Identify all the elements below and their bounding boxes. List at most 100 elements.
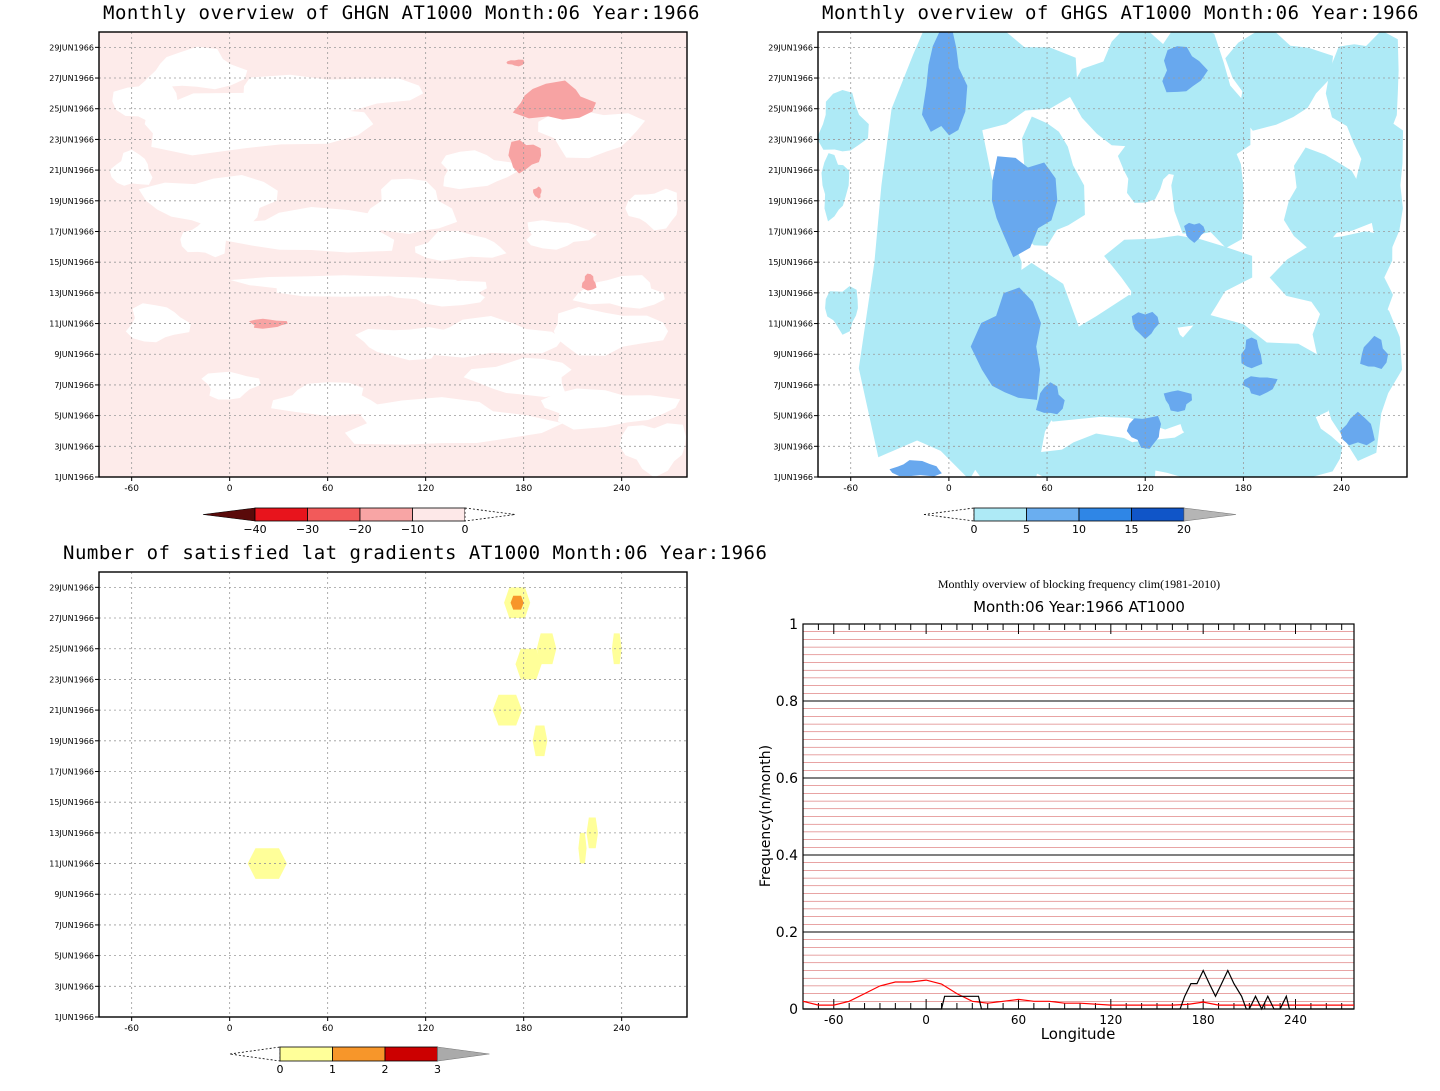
ghgn-y-tick-label: 3JUN1966 [54, 442, 94, 451]
ghgn-zero-region [344, 397, 563, 445]
ghgn-zero-region [538, 109, 646, 159]
ghgn-negative-region [249, 318, 288, 329]
lat-y-tick-label: 15JUN1966 [49, 798, 94, 807]
ghgs-colorbar-swatch [1078, 507, 1132, 522]
ghgs-mid-region [1360, 335, 1389, 369]
ghgs-mid-region [1162, 46, 1208, 93]
ghgn-zero-region [380, 280, 487, 307]
lat-gradient-cell [247, 848, 287, 879]
ghgn-colorbar-swatch [412, 507, 466, 522]
blocking-y-tick-label: 0.2 [776, 925, 798, 941]
lat-y-tick-label: 23JUN1966 [49, 675, 94, 684]
lat-y-tick-label: 29JUN1966 [49, 583, 94, 592]
ghgs-mid-region [922, 32, 968, 136]
ghgs-x-tick-label: 240 [1333, 484, 1350, 494]
ghgn-y-tick-label: 11JUN1966 [49, 320, 94, 329]
lat-colorbar-label: 3 [434, 1063, 441, 1076]
ghgn-y-tick-label: 1JUN1966 [54, 473, 94, 482]
ghgs-light-region [1354, 122, 1403, 257]
blocking-x-tick-label: -60 [824, 1013, 844, 1027]
lat-y-tick-label: 9JUN1966 [54, 890, 94, 899]
ghgs-y-tick-label: 7JUN1966 [773, 381, 813, 390]
ghgs-mid-region [1126, 415, 1161, 449]
chart-2-title: Monthly overview of GHGS AT1000 Month:06… [822, 2, 1419, 24]
ghgn-y-tick-label: 5JUN1966 [54, 412, 94, 421]
ghgn-zero-region [138, 175, 278, 230]
ghgs-light-region [1068, 32, 1173, 155]
ghgn-x-tick-label: 120 [417, 484, 434, 494]
ghgn-y-tick-label: 21JUN1966 [49, 166, 94, 175]
lat-colorbar-arrow-low [229, 1046, 281, 1062]
ghgs-colorbar-label: 15 [1125, 523, 1139, 536]
lat-x-tick-label: 0 [227, 1024, 233, 1034]
ghgs-frame [817, 31, 1408, 478]
ghgs-mid-region [1242, 376, 1278, 396]
ghgs-field [818, 32, 1407, 477]
ghgs-light-region [1225, 32, 1333, 131]
lat-y-tick-label: 1JUN1966 [54, 1013, 94, 1022]
blocking-subtitle: Month:06 Year:1966 AT1000 [973, 598, 1185, 616]
ghgn-zero-region [199, 207, 395, 253]
ghgs-light-region [1020, 433, 1156, 477]
ghgn-zero-region [271, 382, 383, 416]
ghgn-y-tick-label: 13JUN1966 [49, 289, 94, 298]
chart-1-title: Monthly overview of GHGN AT1000 Month:06… [103, 2, 700, 24]
blocking-x-axis-label: Longitude [1041, 1025, 1116, 1043]
ghgs-light-region [1171, 109, 1244, 249]
lat-gradient-cell [510, 595, 524, 610]
ghgn-negative-region [512, 80, 596, 120]
lat-gradient-cell [536, 633, 557, 665]
blocking-x-tick-label: 60 [1011, 1013, 1026, 1027]
ghgn-zero-region [572, 275, 665, 309]
ghgs-y-tick-label: 1JUN1966 [773, 473, 813, 482]
ghgn-zero-region [431, 316, 563, 358]
ghgn-zero-region [362, 178, 458, 234]
lat-y-tick-label: 7JUN1966 [54, 921, 94, 930]
lat-y-tick-label: 11JUN1966 [49, 860, 94, 869]
ghgn-zero-region [146, 46, 248, 90]
ghgn-y-tick-label: 7JUN1966 [54, 381, 94, 390]
blocking-title: Monthly overview of blocking frequency c… [938, 577, 1220, 591]
ghgs-mid-region [1340, 411, 1375, 446]
lat-gradient-cell [578, 832, 587, 864]
lat-x-tick-label: 60 [322, 1024, 334, 1034]
lat-frame [98, 571, 688, 1018]
lat-colorbar-arrow-high [437, 1046, 490, 1062]
ghgs-light-region [1283, 147, 1373, 249]
blocking-y-tick-label: 1 [789, 617, 798, 633]
ghgn-negative-region [508, 140, 542, 174]
lat-y-tick-label: 21JUN1966 [49, 706, 94, 715]
ghgs-mid-region [1184, 222, 1206, 243]
ghgn-zero-region [355, 327, 463, 361]
ghgn-zero-region [619, 423, 686, 477]
lat-gradient-cell [611, 633, 622, 665]
ghgs-y-tick-label: 11JUN1966 [768, 320, 813, 329]
lat-colorbar-label: 1 [329, 1063, 336, 1076]
ghgn-zero-region [125, 303, 191, 343]
ghgs-colorbar-arrow-high [1183, 507, 1237, 522]
ghgs-y-tick-label: 29JUN1966 [768, 43, 813, 52]
ghgs-light-region [825, 286, 858, 335]
lat-y-tick-label: 3JUN1966 [54, 982, 94, 991]
blocking-series-line [802, 979, 1354, 1006]
ghgn-heatmap-panel: -60 0 60 120 180 240 1JUN1966 3JUN1966 5JUN1966 7… [49, 31, 688, 536]
ghgs-colorbar-swatch [1026, 507, 1080, 522]
lat-y-tick-label: 5JUN1966 [54, 952, 94, 961]
ghgn-zero-region [243, 74, 424, 117]
ghgn-x-tick-label: 240 [613, 484, 630, 494]
ghgs-y-tick-label: 5JUN1966 [773, 412, 813, 421]
ghgn-zero-region [414, 230, 507, 261]
ghgn-field [99, 32, 687, 477]
blocking-series-line [803, 969, 1354, 1011]
ghgs-colorbar-label: 20 [1177, 523, 1191, 536]
ghgs-x-tick-label: 60 [1041, 484, 1053, 494]
chart-3-title: Number of satisfied lat gradients AT1000… [63, 542, 768, 564]
ghgn-zero-region [540, 388, 681, 430]
ghgn-zero-region [553, 307, 669, 356]
ghgn-y-tick-label: 9JUN1966 [54, 350, 94, 359]
ghgs-mid-region [1163, 390, 1192, 412]
lat-x-tick-label: 120 [417, 1024, 434, 1034]
ghgn-y-tick-label: 15JUN1966 [49, 258, 94, 267]
lat-y-tick-label: 27JUN1966 [49, 614, 94, 623]
